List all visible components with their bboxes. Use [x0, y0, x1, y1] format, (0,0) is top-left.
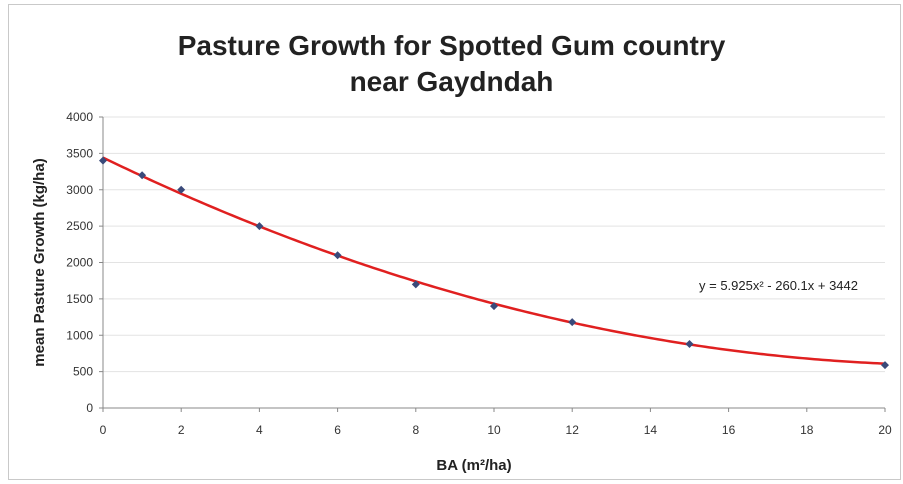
data-point — [333, 251, 342, 260]
data-point — [255, 222, 264, 231]
x-tick-label: 16 — [722, 423, 736, 437]
data-point — [490, 302, 498, 311]
chart-title: Pasture Growth for Spotted Gum country n… — [0, 28, 903, 100]
x-tick-label: 0 — [100, 423, 107, 437]
x-tick-label: 18 — [800, 423, 814, 437]
y-tick-label: 2500 — [66, 219, 93, 233]
y-tick-label: 2000 — [66, 256, 93, 270]
y-tick-label: 3000 — [66, 183, 93, 197]
chart-frame — [8, 4, 901, 480]
x-tick-labels: 0 2 4 6 8 10 12 14 16 18 20 — [100, 423, 892, 437]
data-points — [99, 156, 889, 370]
x-tick-label: 4 — [256, 423, 263, 437]
data-point — [177, 185, 186, 194]
x-tick-label: 20 — [878, 423, 892, 437]
y-tick-label: 500 — [73, 365, 93, 379]
x-axis-label: BA (m²/ha) — [436, 457, 511, 474]
y-tick-labels: 0 500 1000 1500 2000 2500 3000 3500 4000 — [66, 110, 93, 415]
data-point — [685, 339, 694, 348]
y-tick-label: 0 — [86, 401, 93, 415]
y-tick-label: 1500 — [66, 292, 93, 306]
data-point — [881, 361, 889, 370]
chart-title-line-2: near Gaydndah — [349, 66, 554, 97]
x-tick-label: 8 — [412, 423, 419, 437]
data-point — [411, 280, 420, 289]
data-point — [138, 171, 147, 180]
y-tick-label: 3500 — [66, 146, 93, 160]
x-tick-label: 6 — [334, 423, 341, 437]
data-point — [99, 156, 107, 165]
y-tick-label: 1000 — [66, 328, 93, 342]
x-tick-label: 2 — [178, 423, 185, 437]
x-tick-label: 10 — [487, 423, 501, 437]
x-tick-label: 12 — [566, 423, 580, 437]
gridlines — [103, 116, 885, 373]
trendline — [102, 156, 886, 365]
trendline-equation: y = 5.925x² - 260.1x + 3442 — [699, 278, 858, 293]
axes — [99, 116, 886, 412]
y-axis-label: mean Pasture Growth (kg/ha) — [31, 158, 48, 366]
chart-title-line-1: Pasture Growth for Spotted Gum country — [177, 30, 726, 61]
y-tick-label: 4000 — [66, 110, 93, 124]
x-tick-label: 14 — [644, 423, 658, 437]
data-point — [568, 318, 577, 327]
